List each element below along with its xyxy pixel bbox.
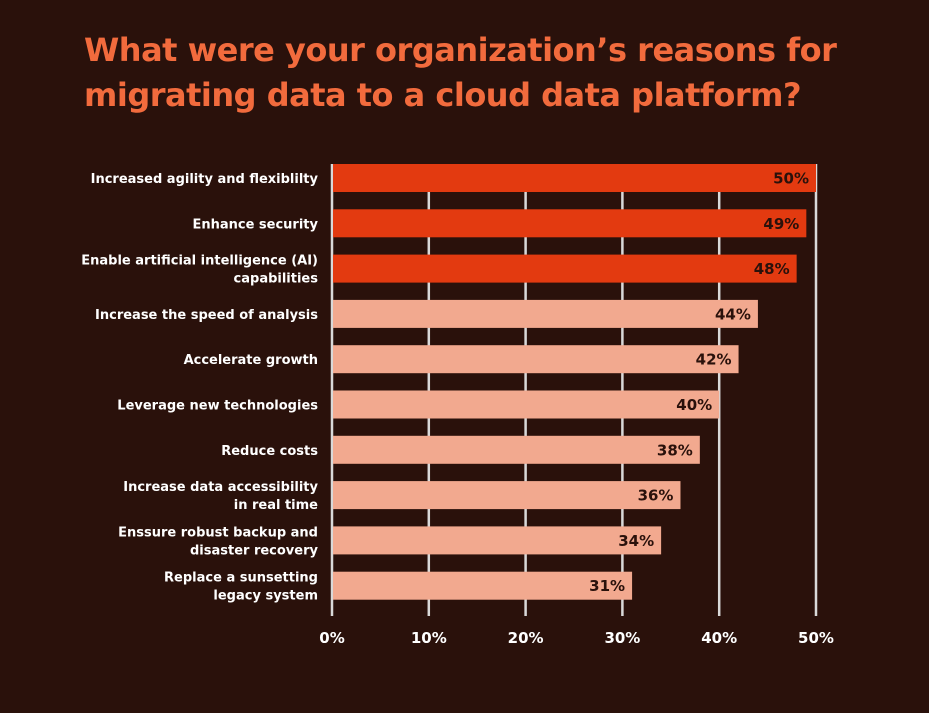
bar-value-label: 49% [763, 215, 799, 233]
bar-value-label: 44% [715, 305, 751, 323]
bar [333, 345, 739, 374]
category-label: Enssure robust backup and disaster recove… [118, 525, 318, 558]
category-label: Replace a sunsetting legacy system [164, 571, 318, 604]
x-tick-label: 0% [319, 629, 344, 647]
x-tick-label: 50% [798, 629, 834, 647]
bar-value-label: 42% [696, 351, 732, 369]
x-tick-label: 20% [508, 629, 544, 647]
bar [333, 435, 700, 464]
bar [333, 209, 807, 238]
bar-value-label: 50% [773, 170, 809, 188]
category-label: Accelerate growth [184, 353, 318, 368]
bar-value-label: 31% [589, 577, 625, 595]
category-label: Increased agility and flexiblilty [91, 172, 319, 187]
bar [333, 254, 797, 283]
bar [333, 481, 681, 510]
bar [333, 526, 662, 555]
chart-title: What were your organization’s reasons fo… [84, 31, 837, 114]
category-labels: Increased agility and flexiblilty Enhance… [81, 172, 318, 604]
category-label: Enhance security [192, 217, 318, 232]
category-label: Increase data accessibility in real time [123, 480, 318, 513]
x-tick-label: 10% [411, 629, 447, 647]
bar [333, 571, 633, 600]
bar [333, 390, 720, 419]
bar [333, 164, 816, 192]
category-label: Leverage new technologies [117, 399, 318, 414]
bar-value-label: 34% [618, 532, 654, 550]
category-label: Enable artificial intelligence (AI) capab… [81, 254, 318, 287]
category-label: Reduce costs [221, 444, 318, 459]
bars: 50% 49% 48% 44% 42% 40% 38% 36% 34% 31% [333, 164, 816, 600]
bar-value-label: 48% [754, 260, 790, 278]
x-axis-ticks: 0% 10% 20% 30% 40% 50% [319, 629, 834, 647]
bar-value-label: 38% [657, 441, 693, 459]
bar [333, 299, 758, 328]
category-label: Increase the speed of analysis [95, 308, 318, 323]
x-tick-label: 40% [701, 629, 737, 647]
bar-value-label: 36% [638, 487, 674, 505]
x-tick-label: 30% [604, 629, 640, 647]
bar-value-label: 40% [676, 396, 712, 414]
